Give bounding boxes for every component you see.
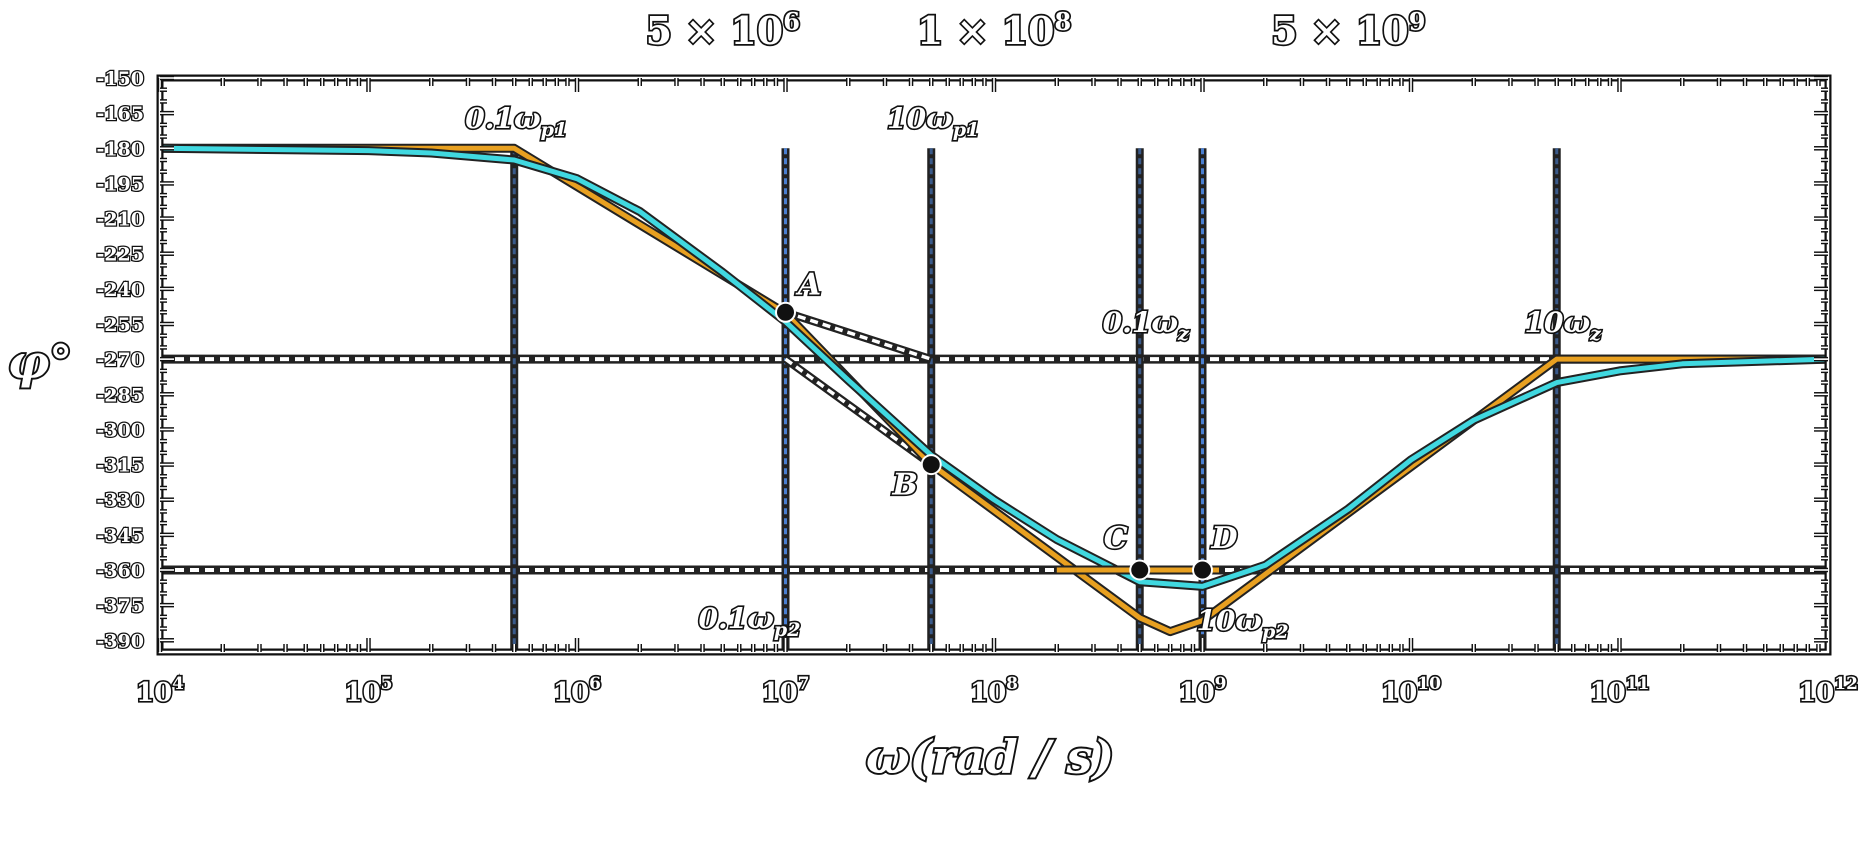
asymptote-casing	[784, 308, 933, 363]
annotations: 5 × 106 1 × 108 5 × 109 0.1ωp1 10ωp1 0.1ωp2 10…	[464, 5, 1604, 644]
y-tick-label: -210	[96, 209, 144, 231]
y-tick-label: -360	[96, 560, 144, 582]
top-label: 1 × 108	[917, 7, 1071, 53]
vline-label-p1: 10ωp1	[887, 102, 979, 141]
point-label-C: C	[1104, 521, 1128, 556]
series-lines	[159, 143, 1829, 637]
x-tick-label: 109	[1178, 674, 1226, 708]
point-B	[920, 454, 942, 476]
x-tick-label: 1010	[1381, 674, 1441, 708]
tick-labels: 104 105 106 107 108 109 1010 1011 1012 -150 -165 -1…	[95, 67, 1859, 710]
y-tick-label: -330	[96, 490, 144, 512]
x-tick-label: 108	[970, 674, 1018, 708]
y-tick-label: -375	[96, 595, 144, 617]
point-label-B: B	[892, 468, 918, 503]
y-tick-label: -240	[96, 279, 144, 301]
reference-lines	[160, 148, 1828, 652]
series-line-1	[159, 145, 1829, 589]
asymptote-line	[784, 357, 933, 466]
x-tick-label: 1011	[1590, 674, 1650, 708]
y-tick-label: -225	[96, 244, 144, 266]
y-tick-label: -300	[96, 419, 144, 441]
x-tick-label: 1012	[1798, 674, 1858, 708]
point-label-D: D	[1210, 521, 1237, 556]
vline-label-p2: 10ωp2	[1196, 604, 1288, 643]
y-axis-title: φ°	[8, 335, 73, 389]
x-tick-label: 104	[136, 674, 184, 708]
x-tick-label: 106	[553, 674, 601, 708]
series-casing-0	[160, 143, 1828, 637]
series-line-0	[160, 145, 1828, 635]
x-axis-title: ω(rad / s)	[866, 730, 1114, 784]
y-tick-label: -345	[96, 525, 144, 547]
y-tick-label: -165	[96, 103, 144, 125]
y-tick-label: -195	[96, 173, 144, 195]
vline-label-z: 10ωz	[1525, 306, 1603, 345]
y-tick-label: -315	[96, 455, 144, 477]
point-label-A: A	[795, 267, 821, 302]
asymptote-lines	[783, 308, 934, 468]
y-tick-label: -270	[96, 349, 144, 371]
x-tick-label: 107	[761, 674, 809, 708]
key-points: A B C D	[775, 266, 1239, 581]
y-tick-label: -285	[96, 384, 144, 406]
y-tick-label: -255	[96, 314, 144, 336]
top-label: 5 × 109	[1271, 7, 1425, 53]
y-tick-label: -150	[96, 68, 144, 90]
y-tick-label: -390	[96, 630, 144, 652]
vline-label-p2: 0.1ωp2	[699, 602, 801, 641]
tick-marks	[157, 75, 1828, 652]
vline-label-z: 0.1ωz	[1103, 306, 1190, 345]
x-tick-label: 105	[344, 674, 392, 708]
top-label: 5 × 106	[646, 7, 800, 53]
y-tick-label: -180	[96, 138, 144, 160]
vline-label-p1: 0.1ωp1	[465, 102, 567, 141]
point-D	[1192, 559, 1213, 581]
point-A	[775, 301, 796, 323]
series-casing-1	[159, 143, 1829, 591]
point-C	[1129, 559, 1151, 581]
